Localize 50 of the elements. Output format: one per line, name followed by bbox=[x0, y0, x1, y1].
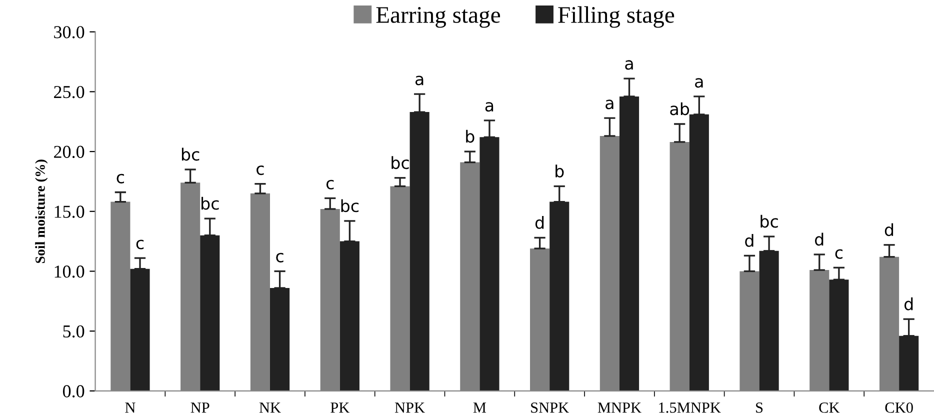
x-tick-label: NP bbox=[190, 402, 210, 413]
x-tick-label: N bbox=[125, 402, 136, 413]
annotation: c bbox=[835, 249, 842, 259]
annotation: a bbox=[415, 76, 424, 86]
annotation: d bbox=[884, 223, 894, 236]
x-tick-label: CK bbox=[819, 402, 840, 413]
annotation: a bbox=[485, 102, 494, 112]
annotation: b bbox=[466, 130, 474, 143]
y-tick-label: 20.0 bbox=[54, 146, 84, 158]
y-tick-label: 0.0 bbox=[62, 385, 84, 398]
annotation: d bbox=[745, 234, 754, 247]
bar bbox=[619, 96, 640, 391]
annotation: c bbox=[136, 240, 144, 250]
annotation: a bbox=[625, 60, 633, 70]
y-axis-title: Soil moisture (%) bbox=[35, 160, 48, 263]
x-tick-label: 1.5MNPK bbox=[659, 402, 721, 413]
bar bbox=[689, 114, 709, 391]
annotation: c bbox=[256, 166, 264, 176]
bar bbox=[410, 112, 430, 391]
annotation: bc bbox=[182, 148, 200, 161]
annotation: b bbox=[556, 164, 564, 178]
annotation: d bbox=[904, 297, 913, 310]
x-tick-label: CK0 bbox=[885, 402, 913, 413]
bar bbox=[270, 288, 290, 391]
x-tick-label: PK bbox=[330, 402, 350, 413]
y-tick-label: 25.0 bbox=[54, 86, 84, 98]
y-tick-label: 5.0 bbox=[63, 325, 84, 338]
annotation: a bbox=[606, 100, 614, 110]
annotation: a bbox=[695, 78, 703, 88]
y-tick-label: 10.0 bbox=[54, 265, 84, 278]
annotation: c bbox=[326, 180, 334, 190]
annotation: bc bbox=[202, 196, 219, 210]
legend-label: Filling stage bbox=[558, 6, 674, 28]
x-tick-label: S bbox=[756, 402, 763, 413]
annotation: bc bbox=[760, 214, 778, 228]
y-tick-label: 15.0 bbox=[54, 206, 84, 218]
annotation: ab bbox=[670, 102, 690, 116]
y-tick-label: 30.0 bbox=[54, 26, 84, 38]
x-tick-label: SNPK bbox=[531, 402, 569, 413]
annotation: bc bbox=[341, 199, 359, 212]
x-tick-label: NPK bbox=[394, 402, 425, 413]
x-tick-label: NK bbox=[259, 402, 281, 413]
annotation: d bbox=[815, 232, 824, 246]
legend-label: Earring stage bbox=[376, 7, 500, 28]
x-tick-label: MNPK bbox=[598, 402, 642, 413]
annotation: bc bbox=[392, 156, 409, 170]
annotation: c bbox=[116, 174, 124, 184]
x-tick-label: M bbox=[473, 402, 486, 413]
annotation: c bbox=[276, 252, 284, 262]
annotation: d bbox=[535, 216, 544, 229]
